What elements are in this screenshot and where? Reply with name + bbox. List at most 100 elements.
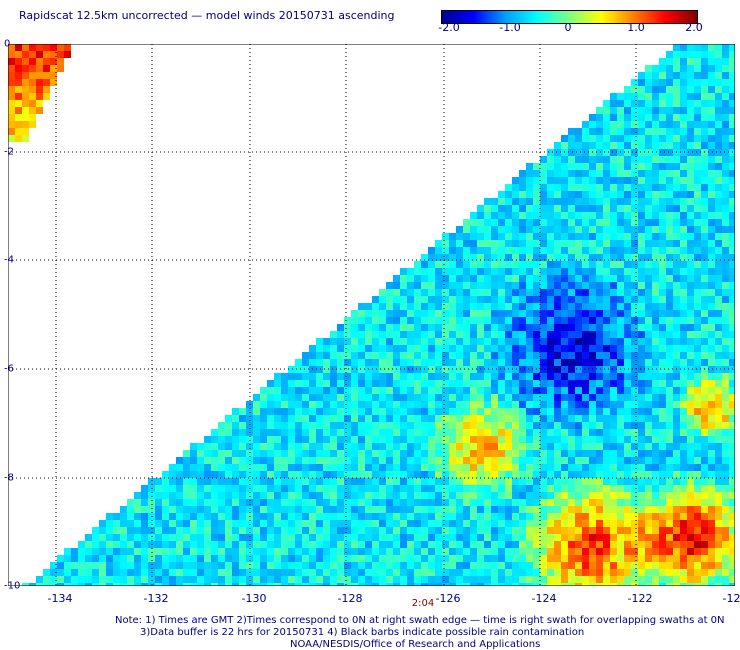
wind-pixel: [449, 380, 456, 387]
wind-pixel: [442, 450, 449, 457]
wind-pixel: [449, 254, 456, 261]
wind-pixel: [498, 499, 505, 506]
wind-pixel: [631, 527, 638, 534]
wind-pixel: [561, 282, 568, 289]
wind-pixel: [477, 373, 484, 380]
wind-pixel: [491, 345, 498, 352]
wind-pixel: [225, 450, 232, 457]
wind-pixel: [106, 569, 113, 576]
wind-pixel: [449, 240, 456, 247]
wind-pixel: [701, 576, 708, 583]
wind-pixel: [498, 471, 505, 478]
wind-pixel: [610, 219, 617, 226]
wind-pixel: [708, 289, 715, 296]
wind-pixel: [561, 457, 568, 464]
wind-pixel: [351, 352, 358, 359]
wind-pixel: [519, 555, 526, 562]
wind-pixel: [526, 191, 533, 198]
wind-pixel: [638, 254, 645, 261]
wind-pixel: [575, 331, 582, 338]
wind-pixel: [148, 534, 155, 541]
wind-pixel: [134, 527, 141, 534]
wind-pixel: [120, 506, 127, 513]
wind-pixel: [190, 583, 197, 586]
wind-pixel: [687, 114, 694, 121]
wind-pixel: [148, 555, 155, 562]
wind-pixel: [631, 401, 638, 408]
wind-pixel: [519, 331, 526, 338]
wind-pixel: [372, 436, 379, 443]
wind-pixel: [393, 415, 400, 422]
wind-pixel: [442, 233, 449, 240]
wind-pixel: [519, 506, 526, 513]
wind-pixel: [512, 282, 519, 289]
wind-pixel: [729, 233, 735, 240]
wind-pixel: [442, 436, 449, 443]
wind-pixel: [197, 506, 204, 513]
wind-pixel: [323, 485, 330, 492]
wind-pixel: [29, 100, 36, 107]
wind-pixel: [687, 226, 694, 233]
wind-pixel: [267, 380, 274, 387]
wind-pixel: [477, 471, 484, 478]
wind-pixel: [505, 492, 512, 499]
wind-pixel: [680, 401, 687, 408]
wind-pixel: [687, 373, 694, 380]
wind-pixel: [414, 492, 421, 499]
wind-pixel: [526, 338, 533, 345]
wind-pixel: [435, 359, 442, 366]
wind-pixel: [645, 401, 652, 408]
wind-pixel: [617, 156, 624, 163]
wind-pixel: [183, 485, 190, 492]
wind-pixel: [561, 233, 568, 240]
wind-pixel: [71, 555, 78, 562]
wind-pixel: [183, 513, 190, 520]
wind-pixel: [729, 317, 735, 324]
wind-pixel: [274, 548, 281, 555]
wind-pixel: [715, 471, 722, 478]
wind-pixel: [701, 247, 708, 254]
wind-pixel: [568, 261, 575, 268]
wind-pixel: [351, 422, 358, 429]
wind-pixel: [589, 541, 596, 548]
wind-pixel: [554, 184, 561, 191]
wind-pixel: [659, 415, 666, 422]
wind-pixel: [673, 233, 680, 240]
wind-pixel: [414, 429, 421, 436]
wind-pixel: [183, 534, 190, 541]
wind-pixel: [484, 513, 491, 520]
wind-pixel: [701, 240, 708, 247]
wind-pixel: [680, 324, 687, 331]
wind-pixel: [631, 205, 638, 212]
wind-pixel: [477, 352, 484, 359]
wind-pixel: [617, 233, 624, 240]
wind-pixel: [659, 352, 666, 359]
wind-pixel: [246, 478, 253, 485]
wind-pixel: [575, 240, 582, 247]
wind-pixel: [50, 72, 57, 79]
wind-pixel: [533, 226, 540, 233]
wind-pixel: [407, 296, 414, 303]
wind-pixel: [309, 450, 316, 457]
wind-pixel: [561, 156, 568, 163]
wind-pixel: [281, 562, 288, 569]
wind-pixel: [561, 191, 568, 198]
wind-pixel: [400, 296, 407, 303]
wind-pixel: [351, 562, 358, 569]
wind-pixel: [708, 219, 715, 226]
wind-pixel: [393, 583, 400, 586]
wind-pixel: [470, 331, 477, 338]
wind-pixel: [729, 65, 735, 72]
wind-pixel: [638, 436, 645, 443]
wind-pixel: [694, 275, 701, 282]
wind-pixel: [477, 261, 484, 268]
wind-pixel: [274, 492, 281, 499]
wind-pixel: [680, 569, 687, 576]
wind-pixel: [603, 527, 610, 534]
wind-pixel: [603, 310, 610, 317]
wind-pixel: [568, 394, 575, 401]
wind-pixel: [624, 387, 631, 394]
wind-pixel: [596, 177, 603, 184]
wind-pixel: [407, 492, 414, 499]
wind-pixel: [302, 485, 309, 492]
